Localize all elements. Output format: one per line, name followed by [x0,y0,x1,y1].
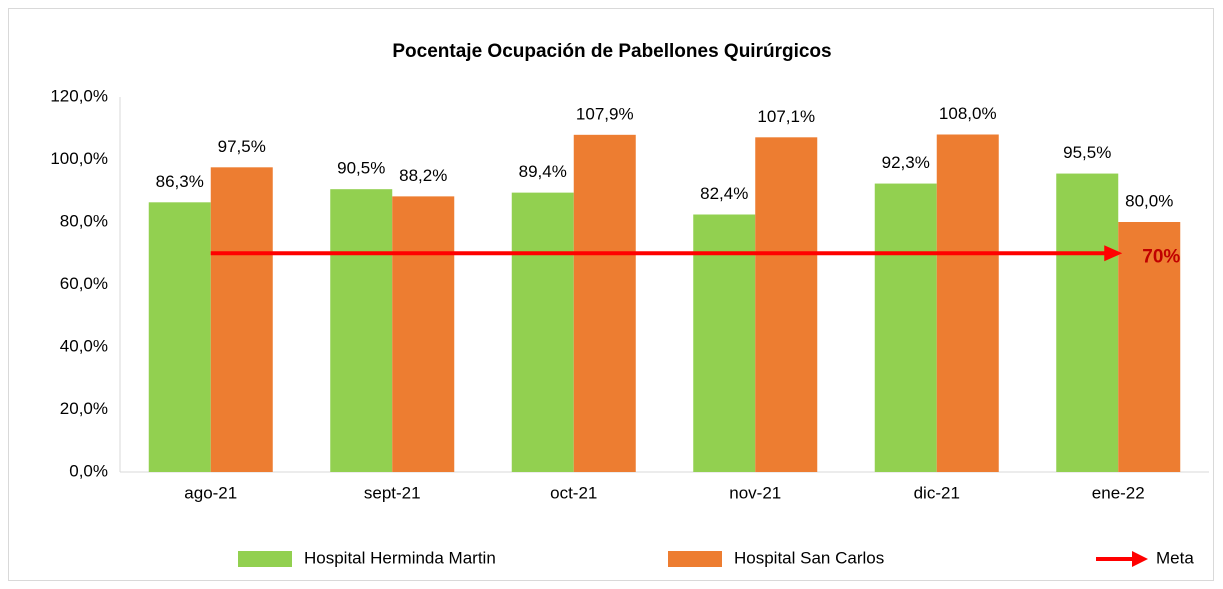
data-label: 92,3% [882,153,930,172]
data-label: 88,2% [399,166,447,185]
bar [148,202,211,472]
y-tick-label: 80,0% [60,211,108,230]
bar [1056,173,1119,472]
bar [210,167,273,472]
data-label: 89,4% [519,162,567,181]
bar [755,137,818,472]
bar [693,214,756,472]
data-label: 90,5% [337,159,385,178]
y-tick-label: 60,0% [60,274,108,293]
y-tick-label: 20,0% [60,399,108,418]
legend-swatch [238,551,292,567]
bar [874,183,937,472]
bar [330,189,393,472]
data-label: 86,3% [156,172,204,191]
y-tick-label: 100,0% [50,149,108,168]
legend-arrowhead [1132,551,1148,567]
legend-label: Hospital San Carlos [734,548,884,567]
legend-label: Hospital Herminda Martin [304,548,496,567]
legend-label: Meta [1156,548,1194,567]
data-label: 80,0% [1125,191,1173,210]
bar [573,134,636,472]
bar [1118,222,1181,472]
target-label: 70% [1142,246,1180,267]
bar [511,192,574,472]
y-tick-label: 0,0% [69,461,108,480]
x-tick-label: nov-21 [729,483,781,502]
bar [936,134,999,472]
data-label: 107,9% [576,104,634,123]
x-tick-label: oct-21 [550,483,597,502]
data-label: 107,1% [757,107,815,126]
y-tick-label: 40,0% [60,336,108,355]
target-arrowhead [1104,245,1123,262]
bar [392,196,455,472]
data-label: 108,0% [939,104,997,123]
data-label: 82,4% [700,184,748,203]
x-tick-label: ago-21 [184,483,237,502]
legend-swatch [668,551,722,567]
data-label: 95,5% [1063,143,1111,162]
x-tick-label: ene-22 [1092,483,1145,502]
chart-title: Pocentaje Ocupación de Pabellones Quirúr… [392,41,831,62]
x-tick-label: dic-21 [914,483,960,502]
data-label: 97,5% [218,137,266,156]
x-tick-label: sept-21 [364,483,421,502]
y-tick-label: 120,0% [50,86,108,105]
